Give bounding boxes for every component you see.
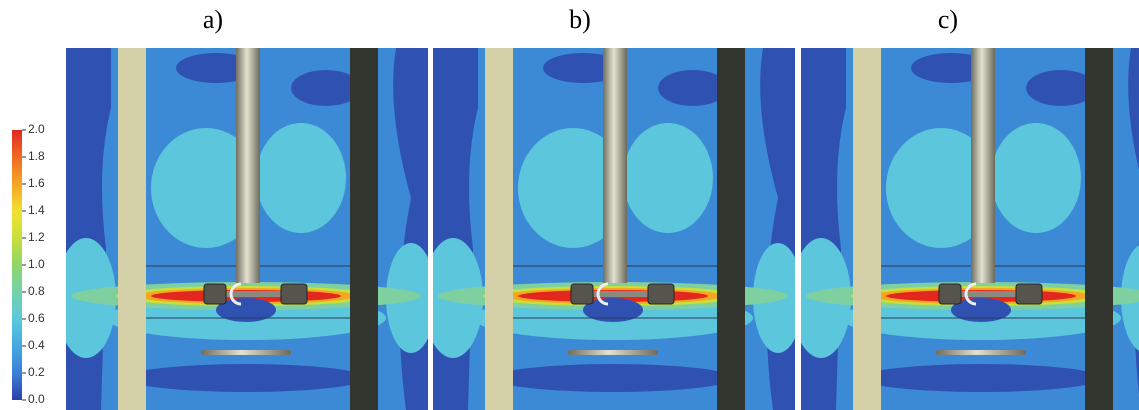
colorbar-tick-label: 0.4	[28, 338, 45, 352]
panel-label: b)	[569, 5, 591, 34]
colorbar	[12, 130, 22, 400]
colorbar-tick-label: 0.6	[28, 311, 45, 325]
colorbar-tick-label: 1.8	[28, 149, 45, 163]
panel-label: c)	[938, 5, 958, 34]
contour-panel	[56, 48, 436, 410]
figure: 0.0 0.2 0.4 0.6 0.8 1.0 1.2 1.4 1.6 1.8 2.0 a) b) c)	[0, 0, 1139, 410]
colorbar-tick-label: 1.0	[28, 257, 45, 271]
panels	[56, 48, 1139, 410]
colorbar-tick-label: 1.4	[28, 203, 45, 217]
colorbar-tick-label: 0.8	[28, 284, 45, 298]
colorbar-ticks: 0.0 0.2 0.4 0.6 0.8 1.0 1.2 1.4 1.6 1.8 2.0	[22, 122, 45, 406]
colorbar-tick-label: 1.6	[28, 176, 45, 190]
contour-panel	[791, 48, 1139, 410]
colorbar-tick-label: 2.0	[28, 122, 45, 136]
panel-label: a)	[203, 5, 223, 34]
colorbar-tick-label: 1.2	[28, 230, 45, 244]
colorbar-tick-label: 0.2	[28, 365, 45, 379]
colorbar-tick-label: 0.0	[28, 392, 45, 406]
contour-panel	[423, 48, 803, 410]
